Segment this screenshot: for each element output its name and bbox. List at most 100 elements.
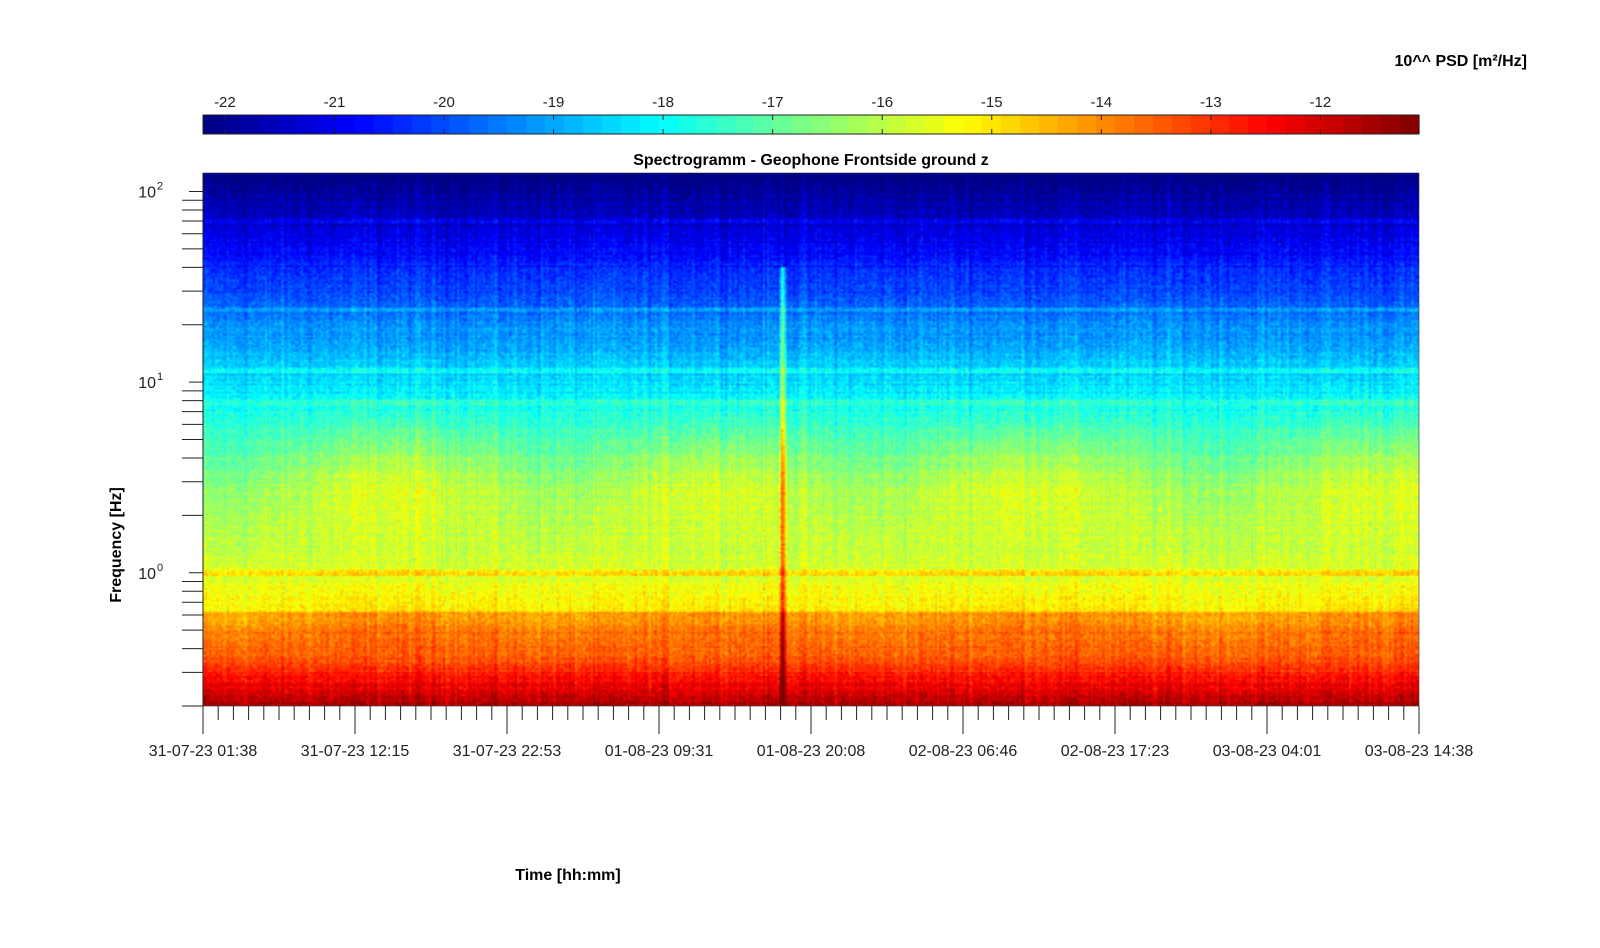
x-axis-label: Time [hh:mm] — [515, 867, 620, 884]
colorbar-segment — [811, 115, 831, 134]
x-tick-label: 02-08-23 06:46 — [909, 743, 1018, 760]
colorbar — [203, 115, 1420, 134]
chart-title: Spectrogramm - Geophone Frontside ground… — [633, 152, 989, 169]
colorbar-segment — [1115, 115, 1135, 134]
colorbar-segment — [906, 115, 926, 134]
colorbar-segment — [488, 115, 508, 134]
colorbar-tick-label: -14 — [1090, 94, 1112, 111]
colorbar-segment — [1077, 115, 1097, 134]
colorbar-segment — [621, 115, 641, 134]
x-tick-label: 03-08-23 14:38 — [1365, 743, 1474, 760]
colorbar-segment — [830, 115, 850, 134]
y-tick-label: 10 2 — [138, 180, 163, 201]
colorbar-segment — [1210, 115, 1230, 134]
x-tick-label: 31-07-23 22:53 — [453, 743, 562, 760]
y-tick-base: 10 — [138, 566, 156, 583]
colorbar-segment — [1305, 115, 1325, 134]
colorbar-tick-label: -12 — [1310, 94, 1332, 111]
colorbar-segment — [773, 115, 793, 134]
colorbar-tick-label: -20 — [433, 94, 455, 111]
colorbar-tick-label: -17 — [762, 94, 784, 111]
colorbar-segment — [1191, 115, 1211, 134]
colorbar-segment — [507, 115, 527, 134]
colorbar-segment — [1020, 115, 1040, 134]
y-tick-exponent: 2 — [157, 180, 163, 192]
colorbar-segment — [1172, 115, 1192, 134]
colorbar-segment — [1400, 115, 1420, 134]
colorbar-segment — [374, 115, 394, 134]
y-tick-exponent: 1 — [157, 371, 163, 383]
colorbar-segment — [336, 115, 356, 134]
y-tick-base: 10 — [138, 184, 156, 201]
colorbar-segment — [469, 115, 489, 134]
y-axis-ticks — [182, 190, 203, 707]
colorbar-segment — [1153, 115, 1173, 134]
colorbar-segment — [450, 115, 470, 134]
colorbar-tick-label: -15 — [981, 94, 1003, 111]
colorbar-segment — [203, 115, 223, 134]
colorbar-segment — [659, 115, 679, 134]
colorbar-segment — [545, 115, 565, 134]
x-axis-tick-labels: 31-07-23 01:38 31-07-23 12:15 31-07-23 22:… — [149, 743, 1474, 760]
colorbar-segment — [1248, 115, 1268, 134]
colorbar-segment — [1324, 115, 1344, 134]
colorbar-segment — [526, 115, 546, 134]
x-tick-label: 31-07-23 12:15 — [301, 743, 410, 760]
colorbar-segment — [1381, 115, 1401, 134]
y-tick-label: 10 1 — [138, 371, 163, 392]
colorbar-segment — [1039, 115, 1059, 134]
colorbar-segment — [868, 115, 888, 134]
colorbar-segment — [1267, 115, 1287, 134]
colorbar-ticks — [224, 115, 1321, 134]
colorbar-segment — [241, 115, 261, 134]
colorbar-segment — [412, 115, 432, 134]
colorbar-segment — [849, 115, 869, 134]
colorbar-segment — [792, 115, 812, 134]
colorbar-tick-label: -21 — [324, 94, 346, 111]
colorbar-segment — [583, 115, 603, 134]
colorbar-tick-label: -13 — [1200, 94, 1222, 111]
colorbar-segment — [279, 115, 299, 134]
colorbar-segment — [1134, 115, 1154, 134]
colorbar-segment — [1362, 115, 1382, 134]
colorbar-segment — [944, 115, 964, 134]
colorbar-segment — [317, 115, 337, 134]
x-tick-label: 01-08-23 09:31 — [605, 743, 714, 760]
x-tick-label: 02-08-23 17:23 — [1061, 743, 1170, 760]
colorbar-segment — [1343, 115, 1363, 134]
colorbar-label: 10^^ PSD [m²/Hz] — [1395, 53, 1527, 70]
colorbar-tick-label: -22 — [214, 94, 236, 111]
colorbar-segment — [1001, 115, 1021, 134]
colorbar-segment — [963, 115, 983, 134]
colorbar-segment — [925, 115, 945, 134]
colorbar-segment — [1058, 115, 1078, 134]
colorbar-segment — [1229, 115, 1249, 134]
colorbar-segment — [222, 115, 242, 134]
colorbar-segment — [678, 115, 698, 134]
colorbar-segment — [355, 115, 375, 134]
y-tick-label: 10 0 — [138, 562, 163, 583]
x-tick-label: 03-08-23 04:01 — [1213, 743, 1322, 760]
colorbar-segment — [716, 115, 736, 134]
colorbar-segment — [260, 115, 280, 134]
colorbar-tick-label: -18 — [652, 94, 674, 111]
y-axis-label: Frequency [Hz] — [108, 487, 125, 603]
colorbar-segment — [982, 115, 1002, 134]
colorbar-segment — [393, 115, 413, 134]
colorbar-segment — [640, 115, 660, 134]
colorbar-segment — [1096, 115, 1116, 134]
x-tick-label: 31-07-23 01:38 — [149, 743, 258, 760]
colorbar-segment — [735, 115, 755, 134]
colorbar-segment — [1286, 115, 1306, 134]
colorbar-segment — [754, 115, 774, 134]
colorbar-segment — [431, 115, 451, 134]
x-axis-ticks — [202, 706, 1420, 734]
colorbar-segment — [887, 115, 907, 134]
x-tick-label: 01-08-23 20:08 — [757, 743, 866, 760]
colorbar-tick-labels: -22 -21 -20 -19 -18 -17 -16 -15 -14 -13 -12 — [214, 94, 1331, 111]
y-tick-exponent: 0 — [157, 562, 163, 574]
colorbar-segment — [564, 115, 584, 134]
colorbar-segment — [697, 115, 717, 134]
